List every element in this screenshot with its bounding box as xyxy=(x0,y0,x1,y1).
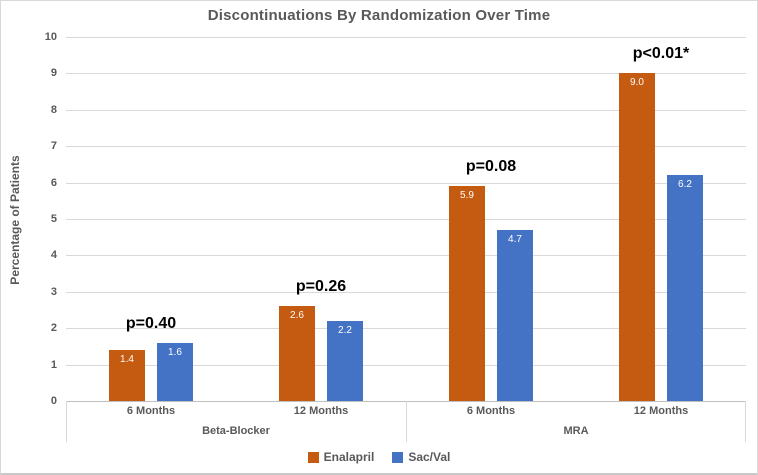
bar-sacval-12-months: 2.2 xyxy=(327,320,363,401)
gridline xyxy=(66,146,746,148)
group-label: Beta-Blocker xyxy=(202,425,270,437)
sacval-swatch-icon xyxy=(392,451,404,463)
bar-value-label: 1.6 xyxy=(168,346,182,358)
chart-title: Discontinuations By Randomization Over T… xyxy=(207,7,551,24)
y-tick-label: 0 xyxy=(50,395,57,407)
bar-value-label: 5.9 xyxy=(460,190,474,202)
gridline xyxy=(66,328,746,330)
enalapril-swatch-icon xyxy=(307,451,319,463)
y-tick-label: 3 xyxy=(50,285,57,298)
legend-item-enalapril: Enalapril xyxy=(307,450,375,464)
legend-label: Sac/Val xyxy=(408,450,451,464)
p-value-label: p=0.40 xyxy=(125,314,177,332)
axis-separator xyxy=(406,401,407,442)
gridline xyxy=(66,109,746,111)
group-label: MRA xyxy=(563,425,589,437)
category-label: 12 Months xyxy=(633,405,689,417)
gridline xyxy=(66,255,746,257)
y-tick-label: 5 xyxy=(50,213,57,225)
y-tick-label: 4 xyxy=(50,249,57,262)
bar-value-label: 1.4 xyxy=(120,354,134,366)
legend-item-sacval: Sac/Val xyxy=(392,450,450,464)
bar-sacval-12-months: 6.2 xyxy=(667,175,703,401)
y-tick-label: 10 xyxy=(44,31,57,43)
y-tick-label: 7 xyxy=(50,140,57,153)
axis-separator xyxy=(66,401,67,442)
bar-value-label: 9.0 xyxy=(630,77,644,89)
category-label: 6 Months xyxy=(466,405,516,417)
category-label: 6 Months xyxy=(126,405,176,417)
bar-enalapril-6-months: 1.4 xyxy=(109,350,145,401)
bar-value-label: 4.7 xyxy=(508,233,522,245)
bar-sacval-6-months: 1.6 xyxy=(157,342,193,401)
gridline xyxy=(66,291,746,293)
y-tick-label: 9 xyxy=(50,67,57,80)
bar-value-label: 2.2 xyxy=(338,324,352,336)
p-value-label: p<0.01* xyxy=(632,45,690,63)
bar-enalapril-12-months: 9.0 xyxy=(619,73,655,401)
legend: Enalapril Sac/Val xyxy=(1,450,757,464)
gridline xyxy=(66,37,746,38)
bar-sacval-6-months: 4.7 xyxy=(497,229,533,401)
gridline xyxy=(66,364,746,366)
bar-value-label: 2.6 xyxy=(290,310,304,322)
axis-separator xyxy=(745,401,746,442)
bar-enalapril-6-months: 5.9 xyxy=(449,186,485,401)
p-value-label: p=0.26 xyxy=(295,278,347,296)
gridline xyxy=(66,73,746,75)
bar-enalapril-12-months: 2.6 xyxy=(279,306,315,401)
y-tick-label: 2 xyxy=(50,322,57,335)
gridline xyxy=(66,219,746,220)
category-label: 12 Months xyxy=(293,405,349,417)
gridline xyxy=(66,182,746,184)
y-tick-label: 8 xyxy=(50,103,57,116)
legend-label: Enalapril xyxy=(323,450,375,464)
bar-value-label: 6.2 xyxy=(678,179,692,191)
plot-area: 1.4 1.6 p=0.40 2.6 2.2 p=0.26 5.9 4.7 p=0.08 9.0 6… xyxy=(66,37,746,401)
y-tick-label: 1 xyxy=(50,358,57,371)
y-tick-label: 6 xyxy=(50,176,57,189)
p-value-label: p=0.08 xyxy=(465,158,517,176)
